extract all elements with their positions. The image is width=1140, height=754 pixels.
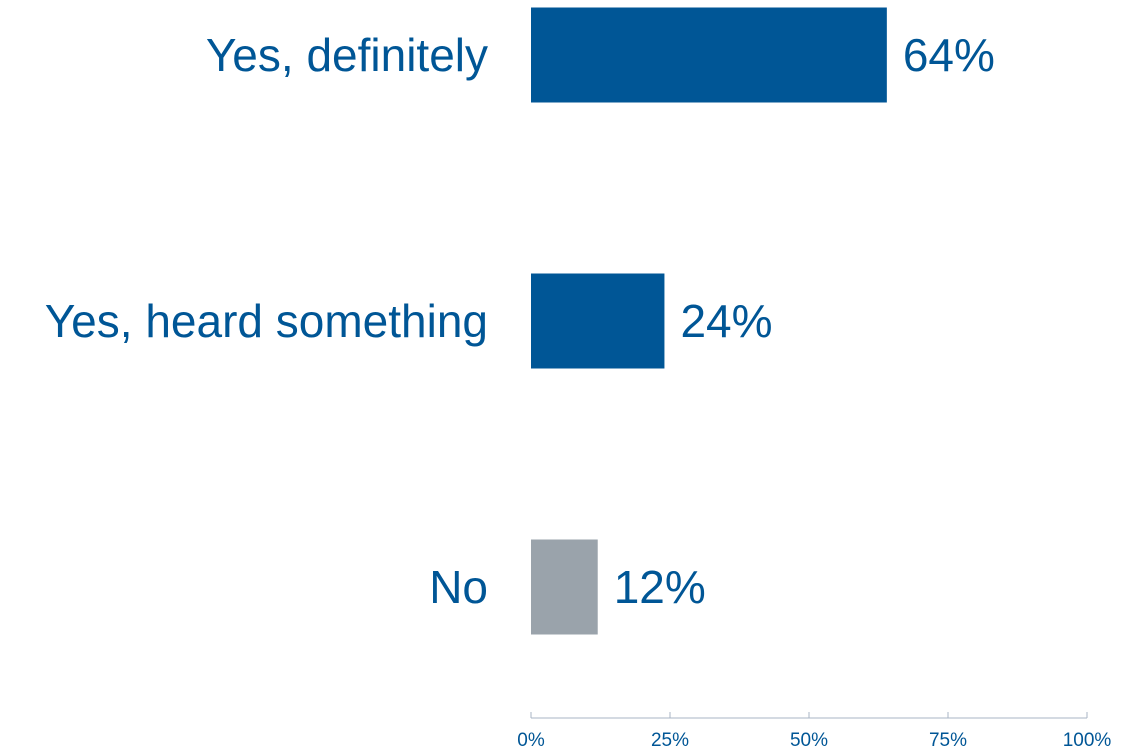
bar-1 <box>531 273 665 369</box>
value-label-2: 12% <box>614 561 706 613</box>
category-label-1: Yes, heard something <box>45 295 488 347</box>
x-tick-label-2: 50% <box>790 730 828 751</box>
value-label-1: 24% <box>680 295 772 347</box>
x-tick-label-3: 75% <box>929 730 967 751</box>
x-axis: 0% 25% 50% 75% 100% <box>517 712 1111 751</box>
category-label-2: No <box>429 561 488 613</box>
category-label-0: Yes, definitely <box>206 29 488 81</box>
labels-group: Yes, definitely 64% Yes, heard something 24… <box>45 29 995 613</box>
bar-2 <box>531 539 598 635</box>
x-tick-label-4: 100% <box>1063 730 1112 751</box>
bar-0 <box>531 7 887 103</box>
x-tick-label-1: 25% <box>651 730 689 751</box>
x-tick-label-0: 0% <box>517 730 545 751</box>
value-label-0: 64% <box>903 29 995 81</box>
bars-group <box>531 7 887 635</box>
